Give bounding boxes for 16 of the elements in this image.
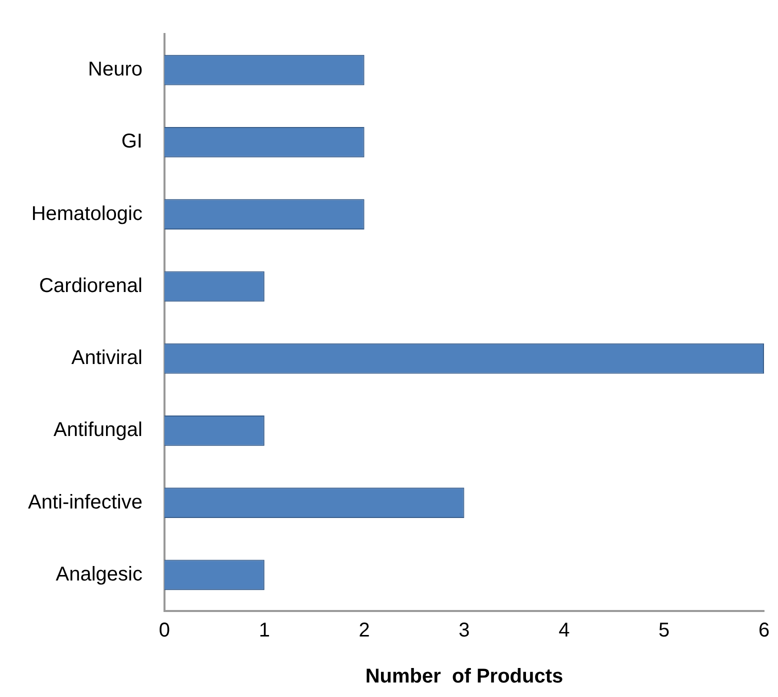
x-tick-label: 0 <box>158 620 170 642</box>
x-tick-label: 2 <box>358 620 370 642</box>
x-axis-title: Number of Products <box>365 666 564 688</box>
x-tick-label: 4 <box>558 620 570 642</box>
y-tick-label: Anti-infective <box>28 491 142 514</box>
y-tick-label: Neuro <box>88 58 142 81</box>
x-tick-label: 5 <box>658 620 670 642</box>
y-tick-label: Antiviral <box>71 347 142 370</box>
y-tick-label: GI <box>121 130 142 153</box>
x-tick-label: 3 <box>458 620 470 642</box>
y-tick-label: Hematologic <box>31 202 142 225</box>
y-tick-label: Antifungal <box>54 419 142 442</box>
x-tick-label: 6 <box>758 620 770 642</box>
y-tick-label: Cardiorenal <box>39 274 142 297</box>
y-tick-label: Analgesic <box>56 563 142 586</box>
x-tick-label: 1 <box>258 620 270 642</box>
